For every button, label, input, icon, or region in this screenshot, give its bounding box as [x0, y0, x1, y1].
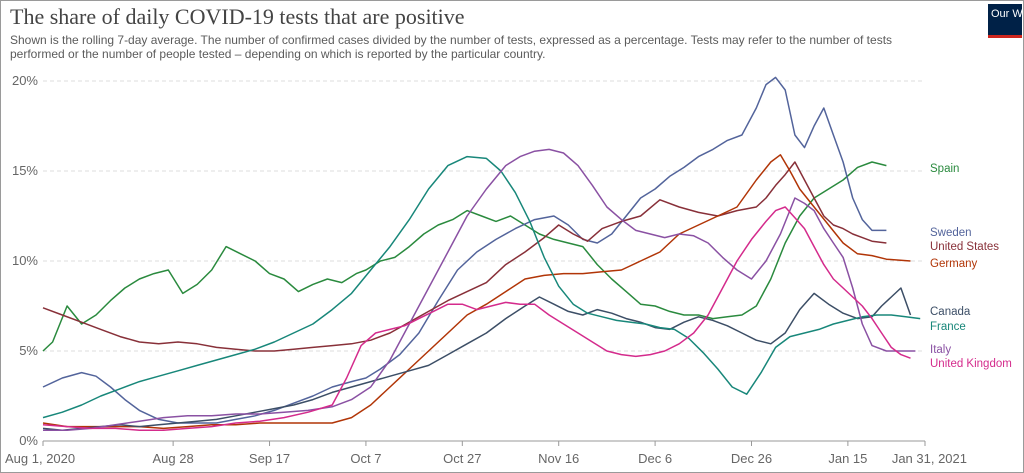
x-tick-label: Jan 31, 2021	[892, 451, 967, 466]
y-tick-label: 5%	[19, 343, 38, 358]
x-tick-label: Oct 27	[443, 451, 481, 466]
x-tick-label: Oct 7	[350, 451, 381, 466]
x-axis-ticks: Aug 1, 2020 Aug 28 Sep 17 Oct 7 Oct 27 Nov 16…	[5, 441, 967, 466]
y-tick-label: 10%	[12, 253, 38, 268]
series-line-united-states[interactable]	[42, 161, 887, 352]
x-tick-label: Aug 1, 2020	[5, 451, 75, 466]
legend-label-sweden[interactable]: Sweden	[930, 227, 972, 239]
chart-title: The share of daily COVID-19 tests that a…	[10, 4, 465, 29]
y-axis-ticks: 0% 5% 10% 15% 20%	[12, 73, 38, 448]
legend-label-france[interactable]: France	[930, 321, 966, 333]
x-tick-label: Aug 28	[153, 451, 194, 466]
x-tick-label: Sep 17	[249, 451, 290, 466]
legend-label-germany[interactable]: Germany	[930, 258, 978, 270]
gridlines	[43, 80, 925, 442]
x-tick-label: Dec 6	[638, 451, 672, 466]
legend-label-canada[interactable]: Canada	[930, 306, 971, 318]
legend-label-united-kingdom[interactable]: United Kingdom	[930, 358, 1012, 370]
logo-text: Our World in Data	[991, 8, 1022, 20]
series-line-germany[interactable]	[42, 154, 911, 430]
legend-label-spain[interactable]: Spain	[930, 163, 959, 175]
series-lines	[42, 76, 921, 431]
series-labels: Spain Sweden United States Germany Canada Fra…	[930, 163, 1012, 370]
y-tick-label: 15%	[12, 163, 38, 178]
x-tick-label: Nov 16	[538, 451, 579, 466]
x-tick-label: Dec 26	[731, 451, 772, 466]
legend-label-italy[interactable]: Italy	[930, 344, 951, 356]
x-tick-label: Jan 15	[828, 451, 867, 466]
legend-label-united-states[interactable]: United States	[930, 241, 999, 253]
series-line-united-kingdom[interactable]	[42, 206, 911, 431]
series-line-france[interactable]	[42, 155, 921, 419]
y-tick-label: 0%	[19, 433, 38, 448]
owid-logo[interactable]: Our World in Data	[988, 4, 1022, 38]
series-line-spain[interactable]	[42, 161, 887, 352]
chart-subtitle: Shown is the rolling 7-day average. The …	[10, 33, 893, 61]
logo-underline	[988, 35, 1022, 38]
series-line-canada[interactable]	[42, 287, 912, 431]
series-line-sweden[interactable]	[42, 76, 887, 424]
y-tick-label: 20%	[12, 73, 38, 88]
series-line-italy[interactable]	[43, 148, 916, 431]
